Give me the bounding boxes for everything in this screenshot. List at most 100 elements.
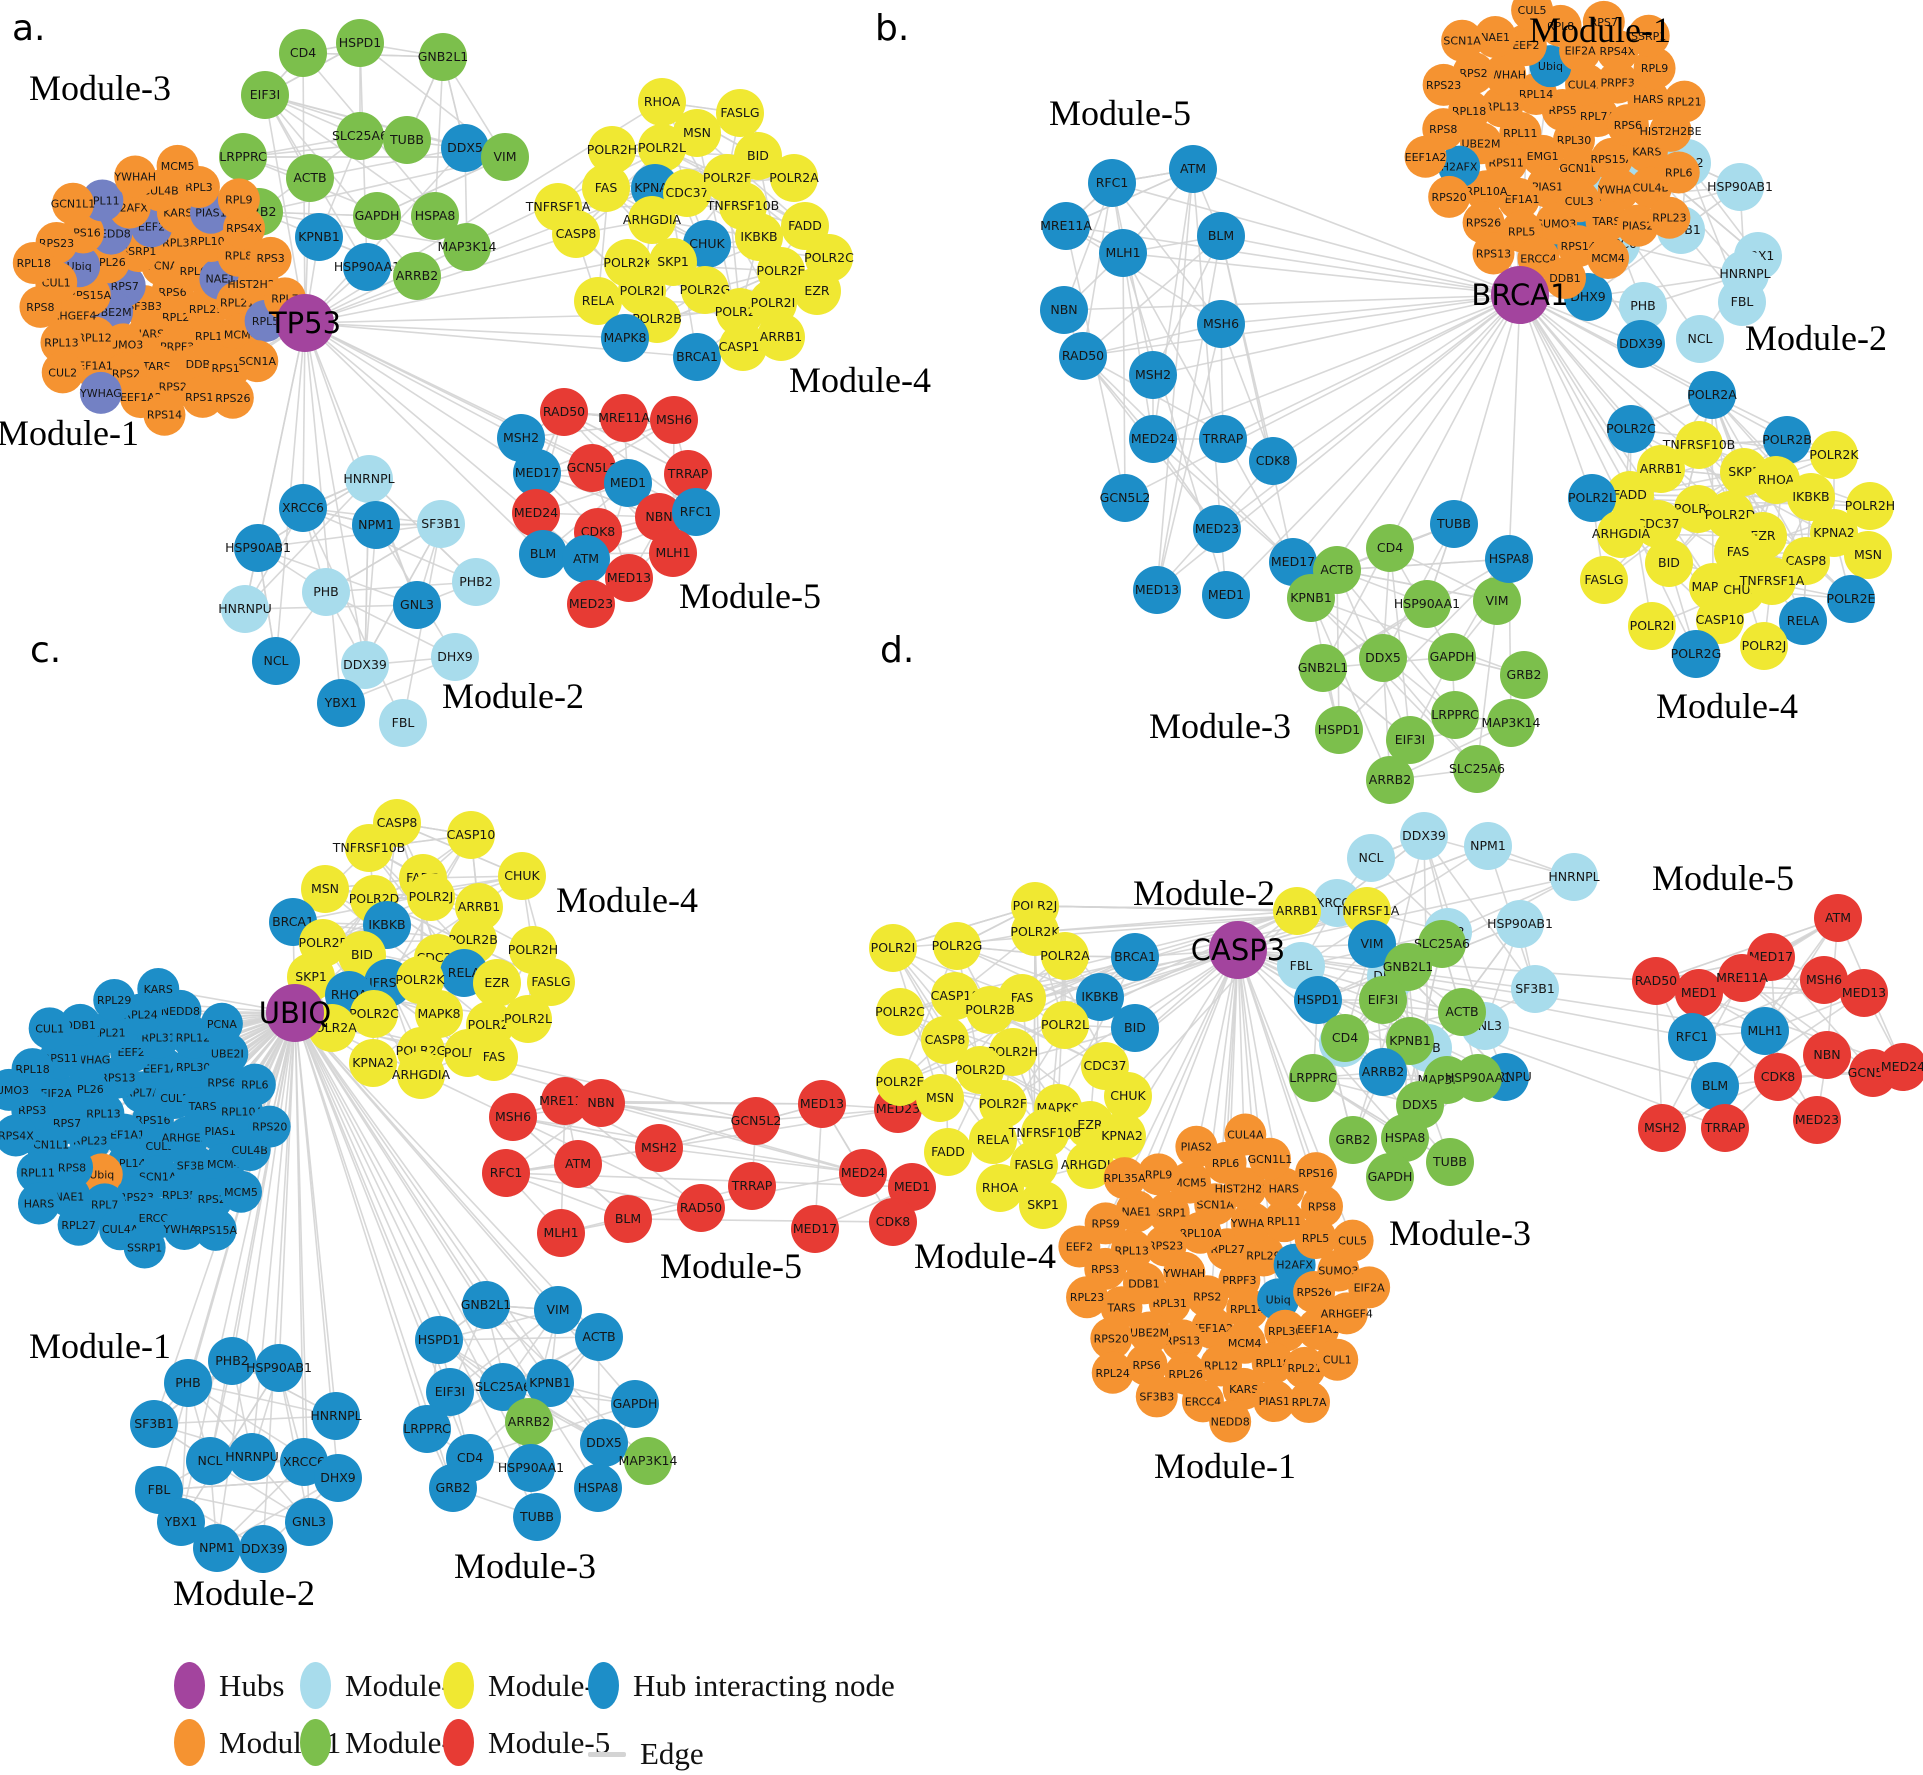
node-POLR2L[interactable]: POLR2L bbox=[638, 124, 686, 172]
node-CASP8[interactable]: CASP8 bbox=[921, 1016, 969, 1064]
node-XRCC6[interactable]: XRCC6 bbox=[279, 484, 327, 532]
node-LRPPRC[interactable]: LRPPRC bbox=[219, 133, 267, 181]
node-ATM[interactable]: ATM bbox=[1169, 145, 1217, 193]
node-HSP90AB1[interactable]: HSP90AB1 bbox=[225, 524, 291, 572]
node-RPS20[interactable]: RPS20 bbox=[248, 1105, 291, 1148]
node-FASLG[interactable]: FASLG bbox=[716, 89, 764, 137]
node-VIM[interactable]: VIM bbox=[1348, 920, 1396, 968]
node-TUBB[interactable]: TUBB bbox=[383, 116, 431, 164]
node-POLR2G[interactable]: POLR2G bbox=[932, 922, 983, 970]
node-CUL4A[interactable]: CUL4A bbox=[1564, 63, 1607, 106]
node-EIF3I[interactable]: EIF3I bbox=[1386, 716, 1434, 764]
hub-node-TP53[interactable]: TP53 bbox=[268, 294, 341, 352]
node-POLR2J[interactable]: POLR2J bbox=[1740, 622, 1788, 670]
node-EZR[interactable]: EZR bbox=[473, 959, 521, 1007]
node-ACTB[interactable]: ACTB bbox=[286, 154, 334, 202]
node-NPM1[interactable]: NPM1 bbox=[1464, 822, 1512, 870]
node-SLC25A6[interactable]: SLC25A6 bbox=[1414, 920, 1470, 968]
node-NPM1[interactable]: NPM1 bbox=[352, 501, 400, 549]
node-RPL13[interactable]: RPL13 bbox=[1481, 85, 1524, 128]
node-ACTB[interactable]: ACTB bbox=[1438, 988, 1486, 1036]
node-SUMO3[interactable]: SUMO3 bbox=[0, 1068, 30, 1111]
node-HNRNPU[interactable]: HNRNPU bbox=[218, 585, 272, 633]
node-ATM[interactable]: ATM bbox=[1814, 894, 1862, 942]
node-MSH2[interactable]: MSH2 bbox=[1129, 351, 1177, 399]
node-EEF2[interactable]: EEF2 bbox=[1058, 1225, 1101, 1268]
node-MED1[interactable]: MED1 bbox=[1675, 969, 1723, 1017]
node-SF3B3[interactable]: SF3B3 bbox=[1135, 1375, 1178, 1418]
node-CDK8[interactable]: CDK8 bbox=[1754, 1053, 1802, 1101]
node-POLR2C[interactable]: POLR2C bbox=[349, 990, 399, 1038]
node-NPM1[interactable]: NPM1 bbox=[193, 1524, 241, 1572]
node-POLR2A[interactable]: POLR2A bbox=[769, 154, 819, 202]
node-HNRNPU[interactable]: HNRNPU bbox=[225, 1433, 279, 1481]
node-BID[interactable]: BID bbox=[1111, 1004, 1159, 1052]
node-ARHGDIA[interactable]: ARHGDIA bbox=[392, 1051, 451, 1099]
node-MCM4[interactable]: MCM4 bbox=[1587, 237, 1630, 280]
node-POLR2L[interactable]: POLR2L bbox=[1041, 1001, 1089, 1049]
node-RAD50[interactable]: RAD50 bbox=[1059, 332, 1107, 380]
node-RPS23[interactable]: RPS23 bbox=[1144, 1224, 1187, 1267]
node-YBX1[interactable]: YBX1 bbox=[157, 1498, 205, 1546]
node-KPNA2[interactable]: KPNA2 bbox=[1098, 1112, 1146, 1160]
node-RPS6[interactable]: RPS6 bbox=[1125, 1343, 1168, 1386]
node-DDX5[interactable]: DDX5 bbox=[441, 124, 489, 172]
node-VIM[interactable]: VIM bbox=[481, 133, 529, 181]
node-MED24[interactable]: MED24 bbox=[512, 489, 560, 537]
node-ARHGDIA[interactable]: ARHGDIA bbox=[1592, 510, 1651, 558]
node-BLM[interactable]: BLM bbox=[1691, 1062, 1739, 1110]
node-RPL27[interactable]: RPL27 bbox=[57, 1203, 100, 1246]
node-KPNB1[interactable]: KPNB1 bbox=[295, 213, 343, 261]
node-HSPD1[interactable]: HSPD1 bbox=[336, 19, 384, 67]
node-RPS26[interactable]: RPS26 bbox=[211, 376, 254, 419]
node-YWHAG[interactable]: YWHAG bbox=[1597, 168, 1640, 211]
node-BLM[interactable]: BLM bbox=[519, 530, 567, 578]
node-YWHAG[interactable]: YWHAG bbox=[79, 371, 122, 414]
node-PHB2[interactable]: PHB2 bbox=[452, 558, 500, 606]
node-RPL18[interactable]: RPL18 bbox=[12, 241, 55, 284]
node-MLH1[interactable]: MLH1 bbox=[1099, 229, 1147, 277]
node-MED17[interactable]: MED17 bbox=[791, 1205, 839, 1253]
node-NCL[interactable]: NCL bbox=[1347, 834, 1395, 882]
node-DDX5[interactable]: DDX5 bbox=[580, 1419, 628, 1467]
node-NEDD8[interactable]: NEDD8 bbox=[1209, 1400, 1252, 1443]
node-MED13[interactable]: MED13 bbox=[605, 554, 653, 602]
node-SF3B1[interactable]: SF3B1 bbox=[1511, 965, 1559, 1013]
node-MED17[interactable]: MED17 bbox=[513, 449, 561, 497]
node-MSN[interactable]: MSN bbox=[916, 1074, 964, 1122]
node-MAPK8[interactable]: MAPK8 bbox=[415, 990, 463, 1038]
node-FADD[interactable]: FADD bbox=[924, 1128, 972, 1176]
node-SLC25A6[interactable]: SLC25A6 bbox=[475, 1363, 531, 1411]
node-POLR2H[interactable]: POLR2H bbox=[587, 126, 637, 174]
node-MSN[interactable]: MSN bbox=[301, 865, 349, 913]
node-CUL5[interactable]: CUL5 bbox=[1511, 0, 1554, 32]
node-CHUK[interactable]: CHUK bbox=[498, 852, 546, 900]
node-HNRNPL[interactable]: HNRNPL bbox=[1548, 853, 1600, 901]
node-TRRAP[interactable]: TRRAP bbox=[664, 450, 712, 498]
node-NBN[interactable]: NBN bbox=[635, 493, 683, 541]
node-HSPA8[interactable]: HSPA8 bbox=[1485, 535, 1533, 583]
node-SF3B1[interactable]: SF3B1 bbox=[130, 1400, 178, 1448]
node-NCL[interactable]: NCL bbox=[186, 1437, 234, 1485]
node-POLR2G[interactable]: POLR2G bbox=[680, 266, 731, 314]
node-TNFRSF1A[interactable]: TNFRSF1A bbox=[1739, 557, 1805, 605]
node-RELA[interactable]: RELA bbox=[574, 277, 622, 325]
node-GCN5L2[interactable]: GCN5L2 bbox=[731, 1097, 782, 1145]
node-POLR2L[interactable]: POLR2L bbox=[1568, 474, 1616, 522]
node-KPNA2[interactable]: KPNA2 bbox=[349, 1039, 397, 1087]
node-POLR2A[interactable]: POLR2A bbox=[1040, 932, 1090, 980]
node-SKP1[interactable]: SKP1 bbox=[649, 238, 697, 286]
node-MSH2[interactable]: MSH2 bbox=[1638, 1104, 1686, 1152]
node-CASP8[interactable]: CASP8 bbox=[552, 210, 600, 258]
node-KPNB1[interactable]: KPNB1 bbox=[1386, 1017, 1434, 1065]
node-MAP3K14[interactable]: MAP3K14 bbox=[1482, 699, 1541, 747]
node-EEF1A2[interactable]: EEF1A2 bbox=[1404, 135, 1447, 178]
node-BRCA1[interactable]: BRCA1 bbox=[673, 333, 721, 381]
node-RFC1[interactable]: RFC1 bbox=[1088, 159, 1136, 207]
node-POLR2E[interactable]: POLR2E bbox=[1827, 575, 1876, 623]
node-PHB[interactable]: PHB bbox=[164, 1359, 212, 1407]
node-CUL2[interactable]: CUL2 bbox=[41, 351, 84, 394]
node-SCN1A[interactable]: SCN1A bbox=[236, 340, 279, 383]
node-ARRB2[interactable]: ARRB2 bbox=[393, 252, 441, 300]
node-RELA[interactable]: RELA bbox=[1779, 597, 1827, 645]
